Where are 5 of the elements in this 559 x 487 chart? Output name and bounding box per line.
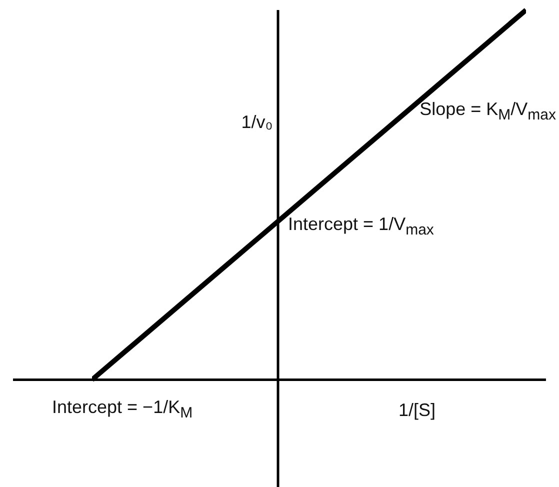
annotation: Intercept = 1/V$_{max}$ bbox=[288, 214, 434, 240]
x-axis-title: 1/[S] bbox=[398, 400, 436, 421]
annotation: Slope = K$_{M}$/V$_{max}$ bbox=[420, 98, 556, 124]
y-axis-title: 1/v₀ bbox=[241, 112, 273, 133]
text: Intercept = −1/K$_{M}$ bbox=[52, 396, 193, 422]
